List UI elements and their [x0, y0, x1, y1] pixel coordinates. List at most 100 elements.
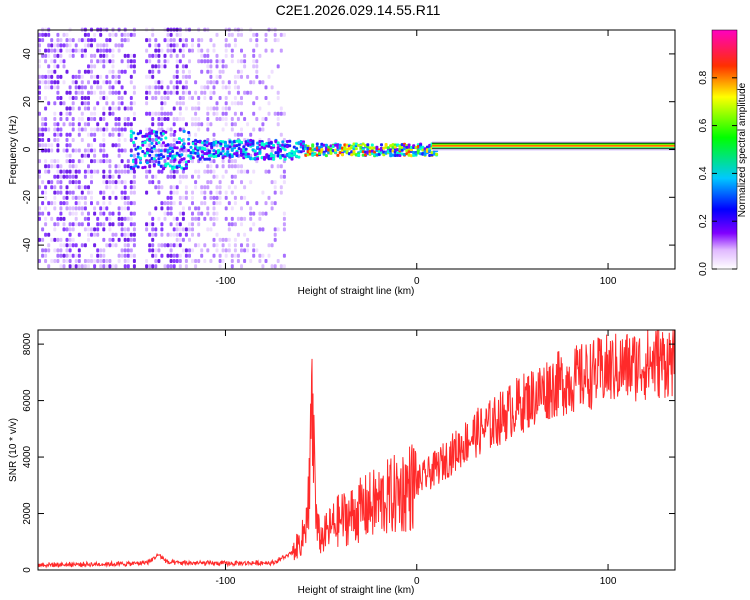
spectrogram-cell [212, 85, 216, 90]
spectrogram-cell [357, 153, 361, 157]
spectrogram-cell [191, 159, 194, 164]
spectrogram-cell [191, 190, 194, 195]
spectrogram-cell [172, 174, 176, 179]
spectrogram-cell [224, 122, 228, 127]
spectrogram-cell [90, 74, 93, 79]
spectrogram-cell [276, 64, 280, 69]
spectrogram-cell [258, 227, 262, 232]
spectrogram-cell [423, 150, 427, 154]
spectrogram-cell [264, 211, 268, 216]
spectrogram-cell [252, 248, 256, 253]
spectrogram-cell [41, 117, 45, 121]
spectrogram-cell [243, 117, 247, 121]
spectrogram-cell [47, 232, 51, 237]
spectrogram-cell [400, 148, 404, 152]
spectrogram-cell [132, 143, 136, 148]
spectrogram-cell [197, 127, 201, 132]
spectrogram-cell [80, 96, 84, 100]
spectrogram-cell [166, 127, 170, 132]
spectrogram-cell [87, 117, 90, 121]
spectrogram-cell [59, 127, 63, 132]
spectrogram-cell [105, 159, 109, 164]
spectrogram-cell [41, 237, 45, 242]
spectrogram-cell [178, 38, 182, 43]
spectrogram-cell [102, 206, 106, 211]
spectrogram-cell [53, 185, 57, 190]
spectrogram-cell [44, 259, 48, 263]
spectrogram-cell [96, 201, 100, 206]
spectrogram-cell [132, 253, 136, 258]
spectrogram-cell [273, 180, 277, 185]
spectrogram-cell [260, 156, 264, 160]
spectrogram-cell [252, 243, 256, 248]
spectrogram-cell [108, 85, 112, 90]
spectrogram-cell [65, 48, 69, 53]
spectrogram-cell [322, 152, 326, 156]
spectrogram-cell [44, 85, 48, 90]
spectrogram-cell [93, 32, 97, 37]
spectrogram-cell [166, 48, 170, 53]
spectrogram-cell [148, 43, 152, 48]
spectrogram-cell [212, 169, 216, 174]
spectrogram-cell [126, 264, 130, 269]
spectrogram-cell [221, 174, 225, 179]
spectrogram-cell [117, 143, 121, 148]
spectrogram-cell [194, 80, 198, 85]
spectrogram-cell [83, 85, 87, 90]
spectrogram-cell [409, 154, 413, 158]
spectrogram-cell [126, 201, 130, 206]
spectrogram-cell [56, 159, 60, 164]
spectrogram-cell [166, 43, 170, 48]
spectrogram-cell [210, 153, 214, 157]
spectrogram-cell [114, 43, 118, 48]
spectrogram-cell [272, 143, 276, 147]
spectrogram-cell [273, 185, 277, 190]
spectrogram-cell [181, 237, 185, 242]
spectrogram-cell [227, 85, 231, 90]
spectrogram-cell [191, 174, 194, 179]
spectrogram-cell [273, 237, 277, 242]
spectrogram-cell [83, 69, 87, 74]
spectrogram-cell [102, 248, 106, 253]
spectrogram-cell [154, 85, 158, 90]
spectrogram-cell [83, 96, 87, 100]
spectrogram-cell [169, 206, 173, 211]
spectrogram-cell [65, 106, 69, 111]
spectrogram-cell [83, 195, 87, 200]
spectrogram-cell [87, 106, 90, 111]
spectrogram-cell [93, 64, 97, 69]
spectrogram-cell [59, 253, 63, 258]
spectrogram-cell [396, 153, 400, 157]
spectrogram-cell [242, 152, 246, 156]
spectrogram-cell [157, 141, 161, 145]
spectrogram-cell [178, 117, 182, 121]
spectrogram-cell [90, 117, 93, 121]
spectrogram-cell [74, 148, 78, 153]
spectrogram-cell [99, 253, 103, 258]
spectrogram-cell [188, 59, 191, 64]
spectrogram-cell [59, 185, 63, 190]
spectrogram-cell [172, 201, 176, 206]
spectrogram-cell [227, 222, 231, 227]
spectrogram-cell [93, 106, 97, 111]
spectrogram-cell [230, 59, 234, 64]
spectrogram-cell [209, 122, 213, 127]
spectrogram-cell [44, 232, 48, 237]
spectrogram-cell [175, 185, 179, 190]
spectrogram-cell [38, 127, 41, 132]
spectrogram-cell [114, 180, 118, 185]
spectrogram-cell [215, 164, 219, 169]
spectrogram-cell [151, 264, 155, 269]
spectrogram-cell [71, 96, 75, 100]
spectrogram-cell [227, 164, 231, 169]
spectrogram-cell [341, 153, 344, 157]
spectrogram-cell [235, 139, 239, 143]
spectrogram-cell [212, 106, 216, 111]
spectrogram-cell [123, 190, 127, 195]
spectrogram-cell [255, 96, 259, 100]
spectrogram-cell [44, 74, 48, 79]
spectrogram-cell [171, 154, 175, 158]
spectrogram-cell [41, 227, 45, 232]
spectrogram-cell [227, 43, 231, 48]
spectrogram-cell [366, 150, 370, 154]
